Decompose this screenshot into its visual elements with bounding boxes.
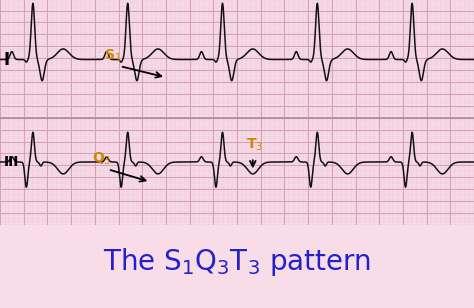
Text: III: III: [4, 155, 19, 169]
Text: I: I: [4, 51, 10, 68]
Text: T$_3$: T$_3$: [246, 136, 263, 153]
Text: The S$_1$Q$_3$T$_3$ pattern: The S$_1$Q$_3$T$_3$ pattern: [103, 246, 371, 278]
Text: Q$_3$: Q$_3$: [92, 151, 111, 167]
Text: S$_1$: S$_1$: [104, 48, 121, 64]
